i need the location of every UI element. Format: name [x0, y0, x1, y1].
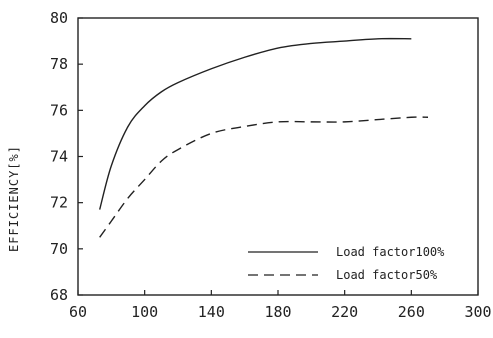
x-tick-label: 220 [331, 303, 358, 321]
series-line-1 [98, 37, 412, 210]
legend-label-1: Load factor100% [336, 245, 445, 259]
x-tick-label: 100 [131, 303, 158, 321]
y-tick-label: 78 [50, 55, 68, 73]
x-tick-label: 60 [69, 303, 87, 321]
y-tick-label: 68 [50, 286, 68, 304]
x-tick-label: 140 [198, 303, 225, 321]
y-tick-label: 72 [50, 194, 68, 212]
y-tick-label: 80 [50, 9, 68, 27]
legend-label-2: Load factor50% [336, 268, 438, 282]
y-tick-label: 76 [50, 101, 68, 119]
series-line-2 [99, 116, 429, 238]
x-tick-label: 180 [264, 303, 291, 321]
x-tick-label: 260 [398, 303, 425, 321]
y-axis-title: EFFICIENCY[%] [7, 145, 21, 252]
x-tick-label: 300 [464, 303, 491, 321]
y-tick-label: 70 [50, 240, 68, 258]
y-tick-label: 74 [50, 148, 68, 166]
